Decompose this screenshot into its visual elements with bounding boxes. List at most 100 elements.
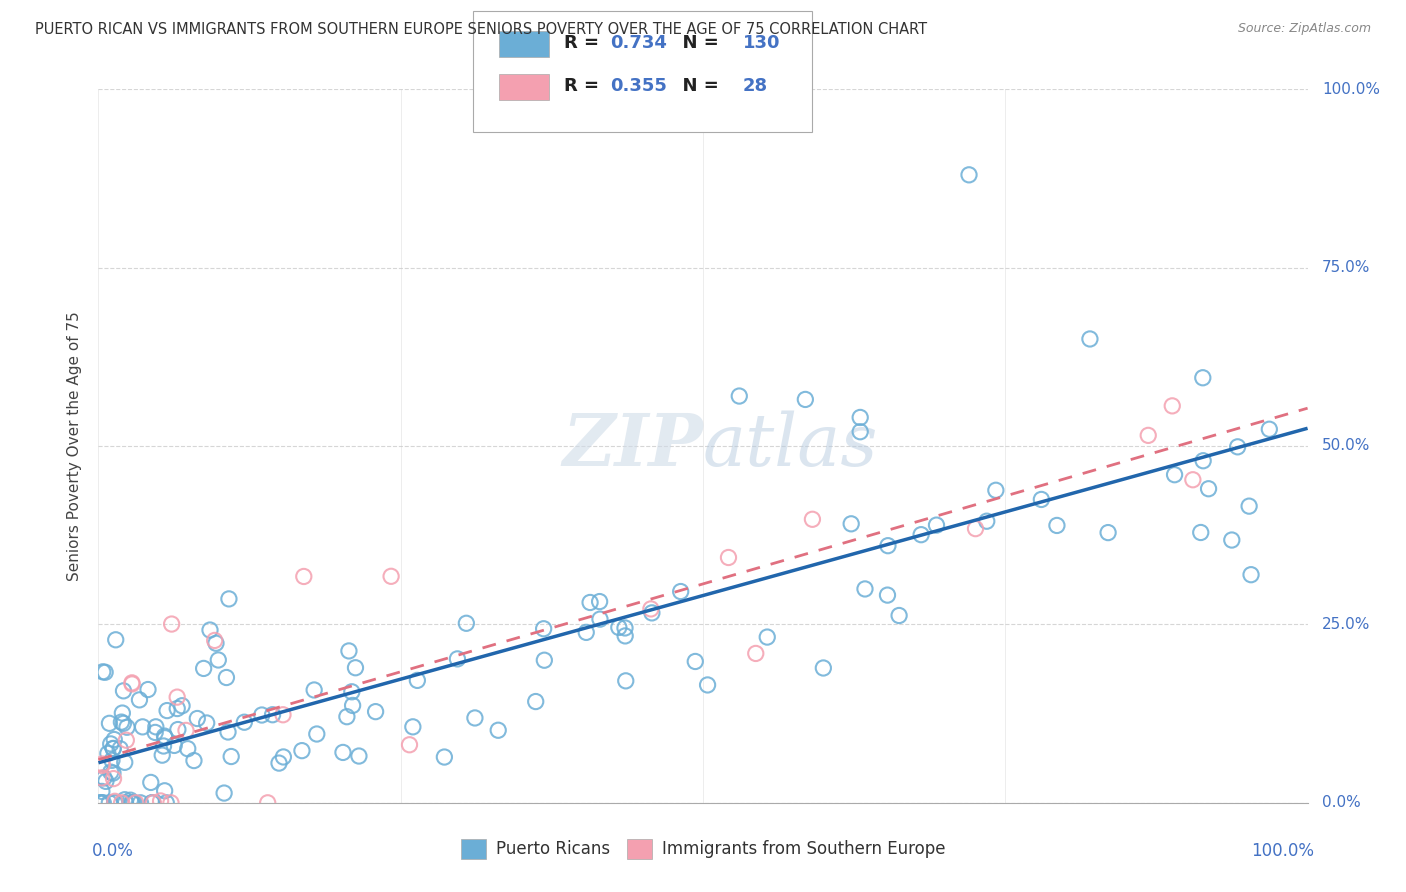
Point [129,796,152,810]
Point [406,673,429,688]
Point [114,796,136,810]
Point [1137,428,1160,442]
FancyBboxPatch shape [474,11,811,132]
Point [103,741,125,756]
Text: R =: R = [564,77,605,95]
Point [1163,467,1185,482]
Point [849,425,872,439]
Text: 130: 130 [742,34,780,52]
Legend: Puerto Ricans, Immigrants from Southern Europe: Puerto Ricans, Immigrants from Southern … [454,832,952,866]
Point [250,708,273,723]
Point [149,794,172,808]
Point [98,796,121,810]
Point [125,796,148,810]
Point [262,707,284,722]
Point [849,410,872,425]
Point [340,685,363,699]
Text: atlas: atlas [703,410,879,482]
Point [291,744,314,758]
Point [156,704,179,718]
Point [332,746,354,760]
Point [115,733,138,747]
Point [174,723,197,738]
Point [160,796,183,810]
Point [128,693,150,707]
Point [101,766,124,780]
Point [170,698,193,713]
Text: PUERTO RICAN VS IMMIGRANTS FROM SOUTHERN EUROPE SENIORS POVERTY OVER THE AGE OF : PUERTO RICAN VS IMMIGRANTS FROM SOUTHERN… [35,22,928,37]
Point [112,716,135,731]
Text: N =: N = [671,77,725,95]
Text: 25.0%: 25.0% [1322,617,1371,632]
Point [876,588,898,602]
Text: 0.0%: 0.0% [93,842,134,860]
Point [90,796,112,810]
Point [337,644,360,658]
Point [347,749,370,764]
Point [136,682,159,697]
Point [801,512,824,526]
Point [207,653,229,667]
Point [380,569,402,583]
Point [271,707,294,722]
Point [464,711,486,725]
Point [579,595,602,609]
Point [745,647,768,661]
Point [887,608,910,623]
Point [93,771,115,785]
Point [155,796,177,810]
Point [217,725,239,739]
Point [186,712,208,726]
Point [402,720,425,734]
Text: Source: ZipAtlas.com: Source: ZipAtlas.com [1237,22,1371,36]
Point [1181,473,1204,487]
Point [794,392,817,407]
Point [114,756,136,770]
Point [121,796,143,810]
Point [112,683,135,698]
Point [110,796,132,810]
Point [344,661,367,675]
Point [103,772,125,786]
Point [212,786,235,800]
Point [1161,399,1184,413]
Point [121,676,143,690]
Point [91,665,114,679]
Point [177,741,200,756]
Text: 28: 28 [742,77,768,95]
Point [193,661,215,675]
Point [150,748,173,763]
Point [195,716,218,731]
Point [103,796,125,810]
Point [91,758,114,772]
Point [1240,567,1263,582]
Point [198,623,221,637]
Text: 0.734: 0.734 [610,34,666,52]
Point [446,652,468,666]
Point [533,653,555,667]
Point [273,750,295,764]
Point [614,673,637,688]
Point [965,522,987,536]
Point [121,677,143,691]
Point [205,636,228,650]
Point [486,723,509,738]
Point [166,701,188,715]
Point [163,739,186,753]
Text: 100.0%: 100.0% [1322,82,1381,96]
Point [120,793,142,807]
Point [1220,533,1243,547]
Point [153,784,176,798]
Point [90,784,112,798]
Point [153,729,176,743]
Point [103,732,125,747]
Point [160,617,183,632]
Point [100,765,122,780]
Point [183,754,205,768]
Point [94,774,117,789]
Point [115,720,138,734]
Point [292,569,315,583]
Point [575,625,598,640]
Point [756,630,779,644]
Point [984,483,1007,498]
